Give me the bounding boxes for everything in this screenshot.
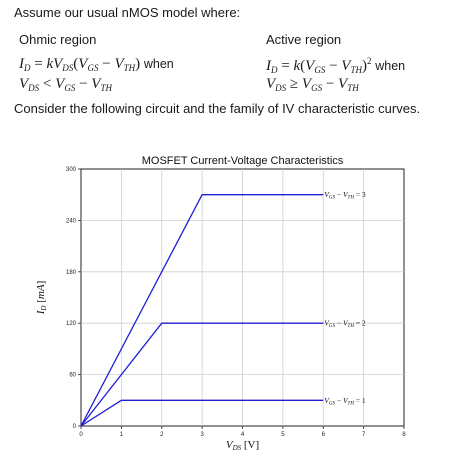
active-condition: VDS ≥ VGS − VTH [266, 76, 359, 93]
intro-text: Assume our usual nMOS model where: [14, 5, 241, 20]
x-tick-label: 6 [322, 432, 326, 438]
x-tick-label: 4 [241, 432, 245, 438]
ohmic-condition: VDS < VGS − VTH [19, 76, 112, 93]
x-tick-label: 2 [160, 432, 164, 438]
series-line-1 [80, 399, 324, 427]
y-tick-label: 120 [66, 321, 77, 327]
y-tick-label: 0 [73, 424, 77, 430]
x-tick-label: 7 [362, 432, 366, 438]
consider-text: Consider the following circuit and the f… [14, 101, 421, 116]
x-tick-label: 5 [281, 432, 285, 438]
series-line-2 [80, 322, 324, 427]
y-tick-label: 60 [69, 373, 76, 379]
active-current-equation: ID = k(VGS − VTH)2 when [266, 56, 406, 75]
ohmic-current-equation: ID = kVDS(VGS − VTH) when [19, 56, 174, 73]
y-tick-label: 300 [66, 167, 77, 173]
ohmic-heading: Ohmic region [19, 32, 97, 47]
x-axis-label: VDS [V] [226, 439, 259, 452]
series-label-1: VGS − VTH = 1 [324, 396, 366, 407]
chart-title: MOSFET Current-Voltage Characteristics [142, 155, 344, 167]
series-label-3: VGS − VTH = 3 [324, 190, 366, 201]
x-tick-label: 0 [79, 432, 83, 438]
series-line-3 [80, 194, 324, 427]
ohmic-when: when [143, 57, 174, 71]
y-tick-label: 240 [66, 218, 77, 224]
x-tick-label: 1 [120, 432, 124, 438]
active-heading: Active region [266, 32, 342, 47]
series-label-2: VGS − VTH = 2 [324, 319, 366, 330]
active-when: when [375, 59, 406, 73]
y-axis-label: ID [mA] [35, 281, 48, 316]
y-tick-label: 180 [66, 270, 77, 276]
x-tick-label: 3 [200, 432, 204, 438]
iv-chart: 0 1 2 3 4 5 6 7 8 0 60 120 180 240 300 MOSFET Current-V… [35, 155, 406, 452]
x-tick-label: 8 [402, 432, 406, 438]
